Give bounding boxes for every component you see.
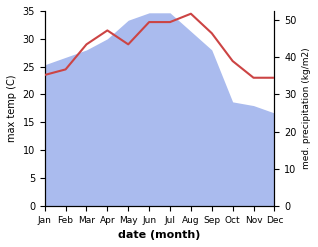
X-axis label: date (month): date (month) <box>118 230 201 240</box>
Y-axis label: max temp (C): max temp (C) <box>7 75 17 142</box>
Y-axis label: med. precipitation (kg/m2): med. precipitation (kg/m2) <box>302 48 311 169</box>
